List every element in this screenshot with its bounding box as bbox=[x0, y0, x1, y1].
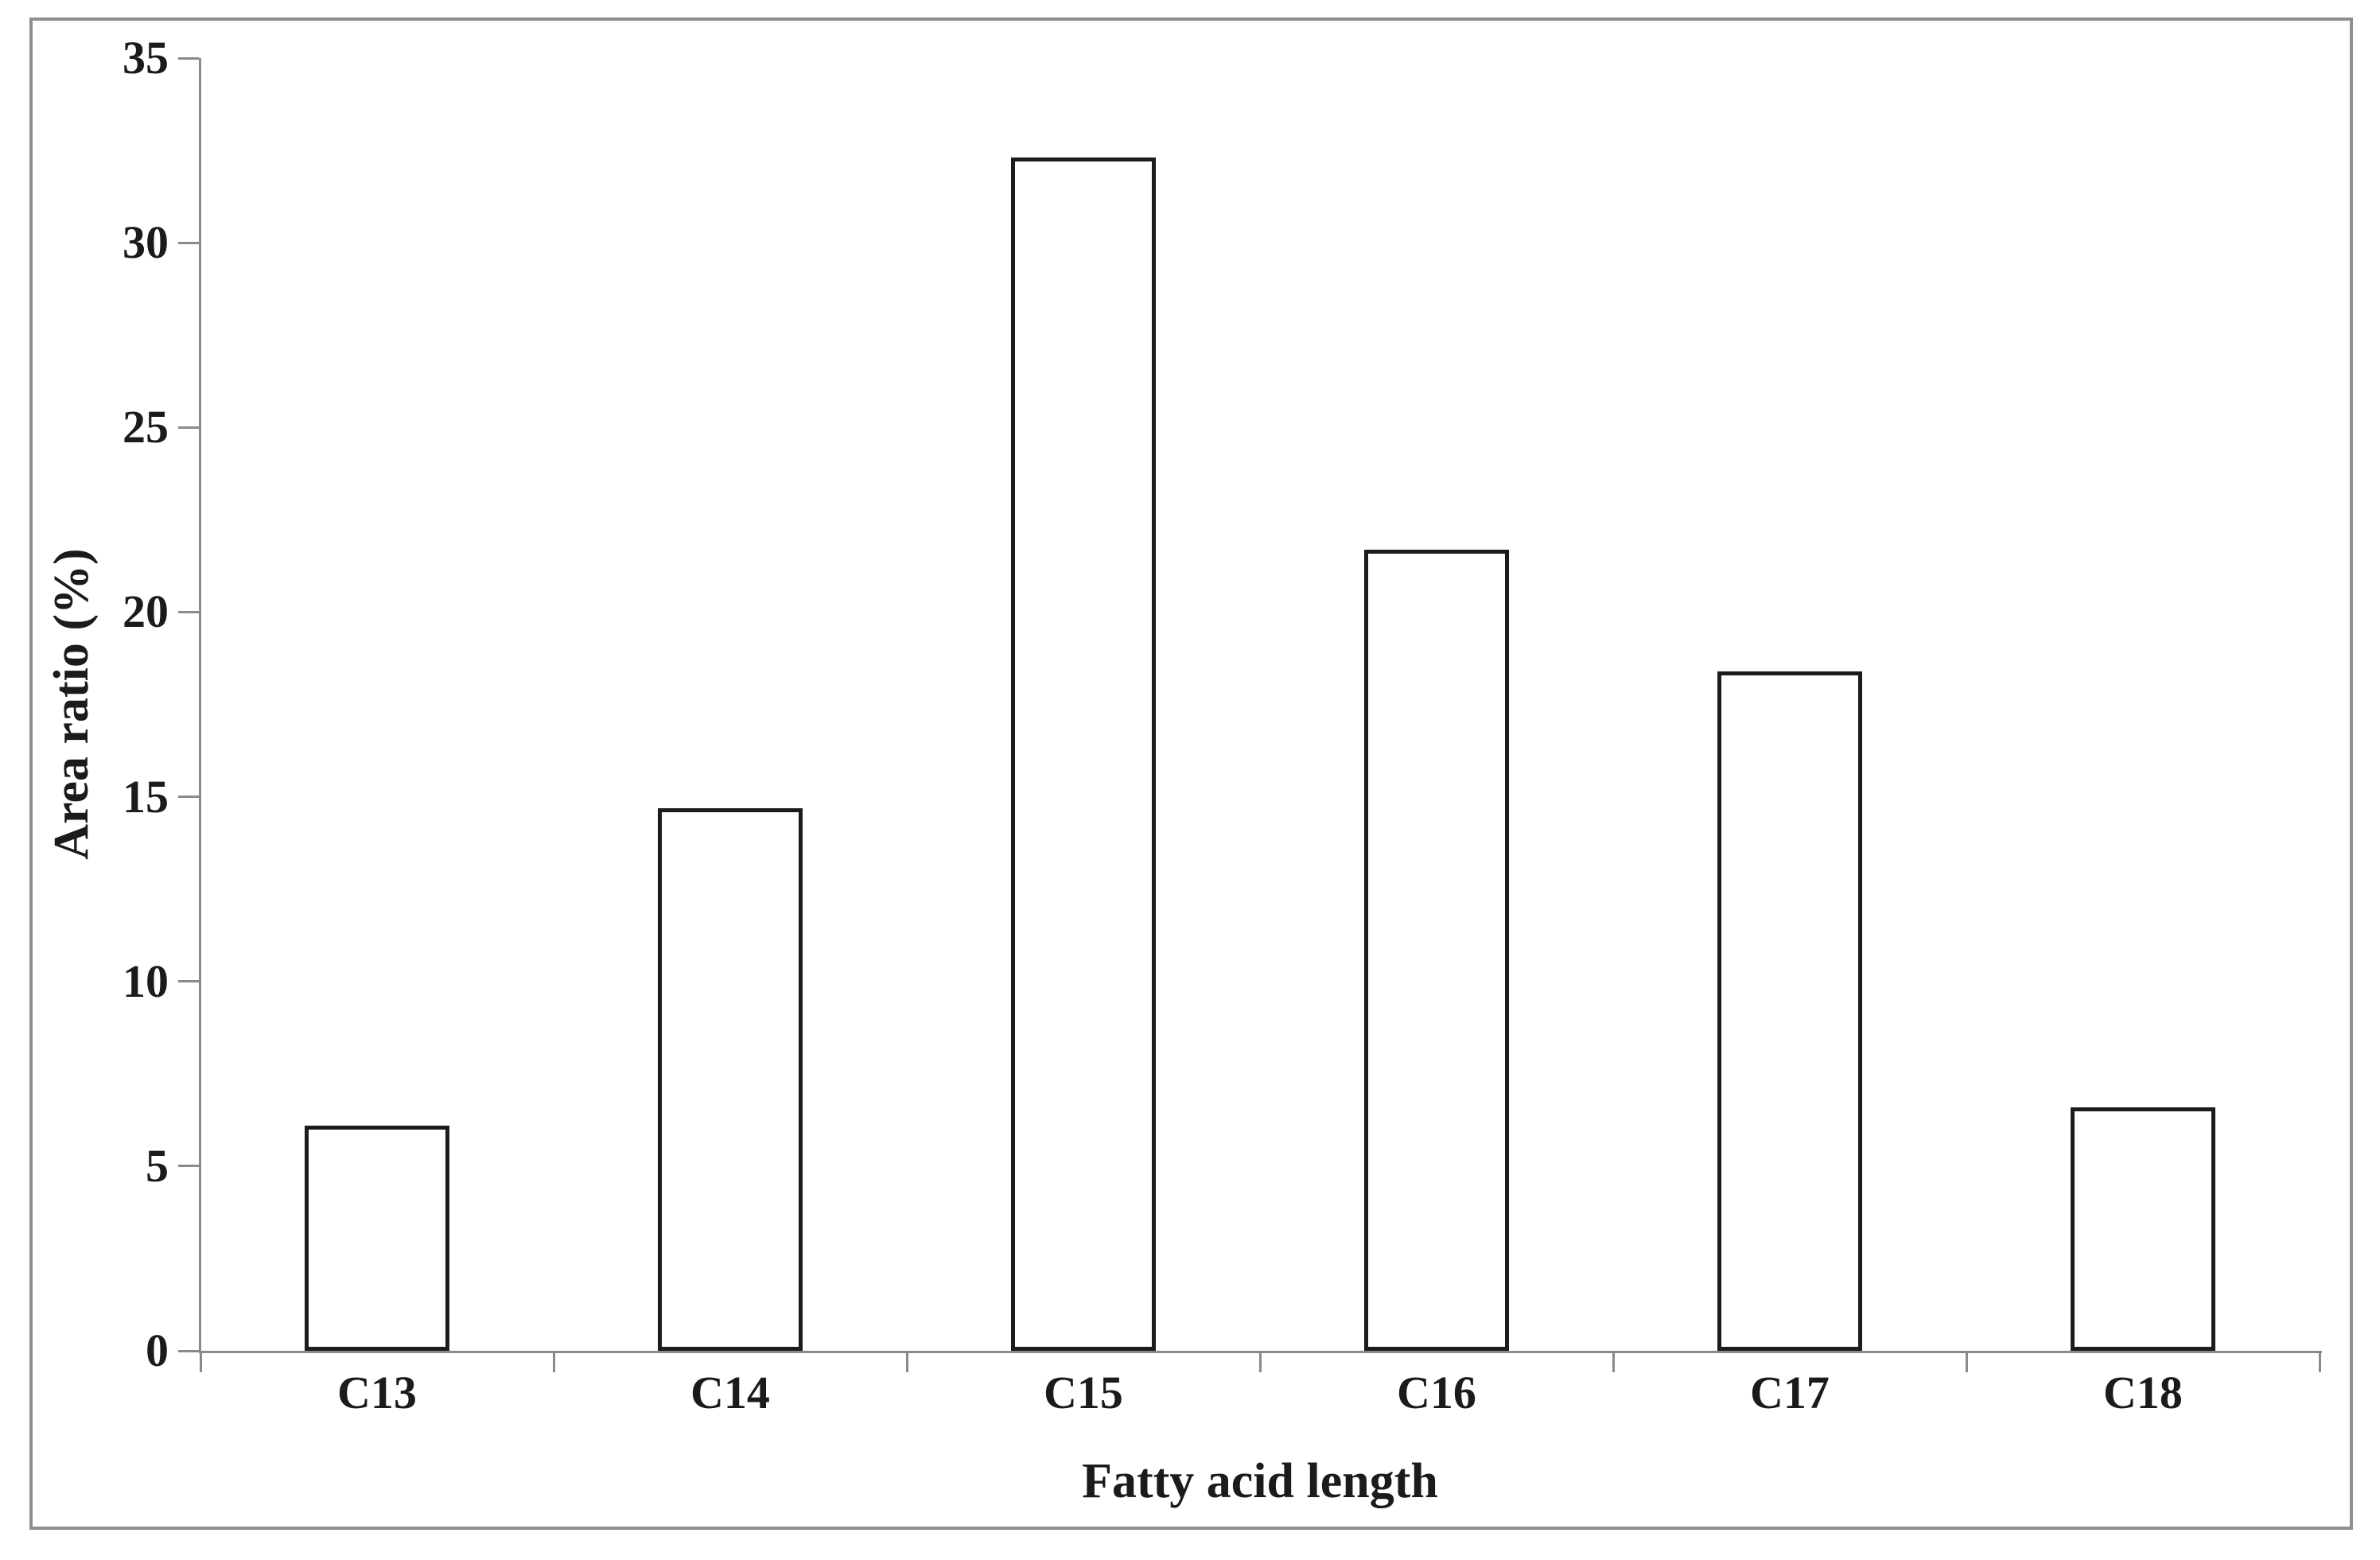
y-tick-mark bbox=[178, 796, 199, 799]
bar-C13 bbox=[305, 1125, 449, 1351]
y-tick-mark bbox=[178, 426, 199, 429]
y-tick-mark bbox=[178, 610, 199, 613]
y-tick-label: 0 bbox=[146, 1325, 169, 1376]
y-tick-mark bbox=[178, 980, 199, 983]
bar-C18 bbox=[2071, 1107, 2215, 1351]
plot-area: 0 5 10 15 20 25 30 35 C13 C14 C15 C16 C17 C18 bbox=[122, 35, 2322, 1417]
x-axis-title: Fatty acid length bbox=[1082, 1454, 1438, 1508]
y-tick-label: 25 bbox=[122, 401, 169, 453]
y-tick-label: 10 bbox=[122, 955, 169, 1007]
x-tick-mark bbox=[2318, 1353, 2321, 1372]
x-category-label: C16 bbox=[1397, 1367, 1476, 1418]
x-category-label: C14 bbox=[690, 1367, 770, 1418]
x-tick-mark bbox=[199, 1353, 202, 1372]
x-tick-mark bbox=[905, 1353, 908, 1372]
x-category-label: C13 bbox=[337, 1367, 417, 1418]
bar-C17 bbox=[1717, 671, 1862, 1351]
y-axis-line bbox=[199, 58, 201, 1353]
bar-C15 bbox=[1011, 158, 1156, 1351]
x-tick-mark bbox=[552, 1353, 555, 1372]
x-category-label: C18 bbox=[2103, 1367, 2183, 1418]
bar-C16 bbox=[1364, 549, 1509, 1351]
y-tick-mark bbox=[178, 241, 199, 244]
y-tick-mark bbox=[178, 1165, 199, 1168]
y-tick-mark bbox=[178, 1349, 199, 1352]
bar-C14 bbox=[658, 807, 803, 1351]
x-category-label: C17 bbox=[1750, 1367, 1830, 1418]
x-tick-mark bbox=[1258, 1353, 1262, 1372]
y-tick-label: 15 bbox=[122, 770, 169, 823]
y-tick-mark bbox=[178, 56, 199, 60]
figure-border bbox=[29, 18, 2353, 1530]
x-category-label: C15 bbox=[1044, 1367, 1123, 1418]
x-axis-line bbox=[199, 1351, 2322, 1353]
y-tick-label: 30 bbox=[122, 216, 169, 269]
y-tick-label: 20 bbox=[122, 585, 169, 638]
x-tick-mark bbox=[1612, 1353, 1615, 1372]
y-axis-title: Area ratio (%) bbox=[45, 548, 99, 860]
y-tick-label: 5 bbox=[146, 1139, 169, 1192]
x-tick-mark bbox=[1965, 1353, 1968, 1372]
y-tick-label: 35 bbox=[122, 32, 169, 84]
